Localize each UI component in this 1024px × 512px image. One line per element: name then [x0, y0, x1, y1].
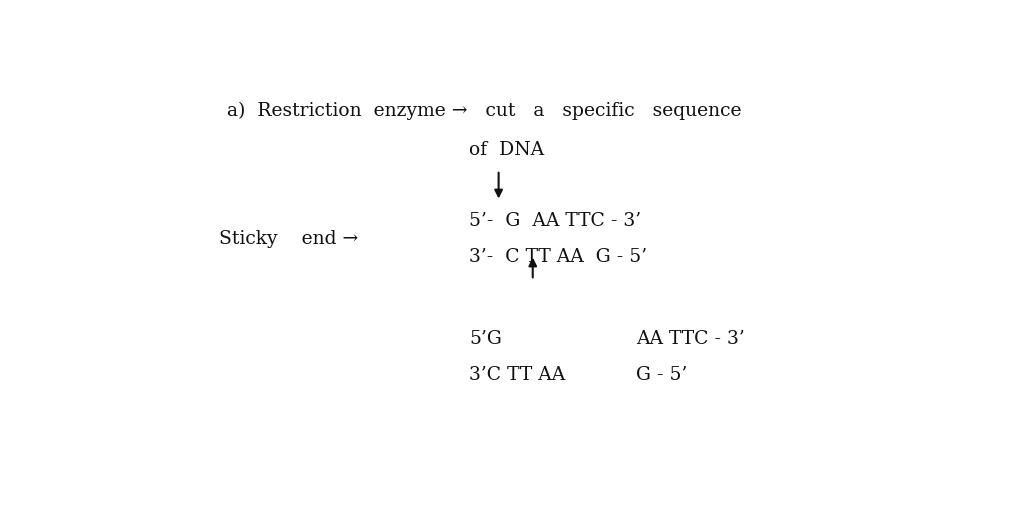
Text: 3’C TT AA: 3’C TT AA [469, 366, 565, 384]
Text: a)  Restriction  enzyme →   cut   a   specific   sequence: a) Restriction enzyme → cut a specific s… [227, 101, 741, 120]
Text: of  DNA: of DNA [469, 141, 545, 159]
Text: Sticky    end →: Sticky end → [219, 230, 358, 248]
Text: 5’-  G  AA TTC - 3’: 5’- G AA TTC - 3’ [469, 212, 641, 230]
Text: 5’G: 5’G [469, 330, 502, 348]
Text: 3’-  C TT AA  G - 5’: 3’- C TT AA G - 5’ [469, 248, 647, 266]
Text: AA TTC - 3’: AA TTC - 3’ [636, 330, 744, 348]
Text: G - 5’: G - 5’ [636, 366, 687, 384]
